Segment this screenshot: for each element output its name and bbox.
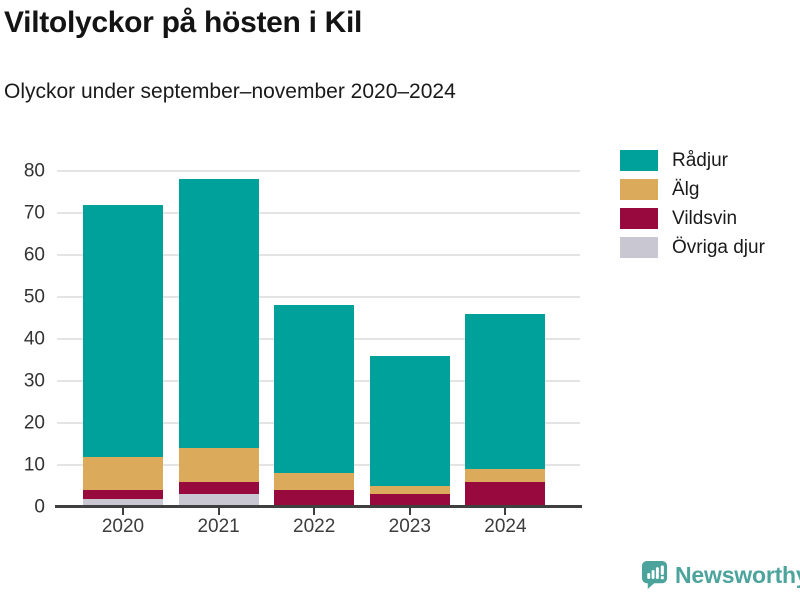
y-tick-label-0: 0 [34,496,45,518]
gridline-60 [57,254,580,256]
x-tick-label-2024: 2024 [484,516,527,537]
x-axis-tick-2022 [313,508,316,515]
y-tick-label-70: 70 [23,202,45,224]
bar-segment-alg-2024 [465,469,546,482]
y-tick-label-20: 20 [23,412,45,434]
bar-segment-radjur-2022 [274,305,355,474]
y-tick-label-30: 30 [23,370,45,392]
newsworthy-logo-icon [641,561,668,589]
plot-area [57,162,580,507]
bar-segment-vildsvin-2024 [465,481,546,507]
legend-swatch-alg [620,179,658,200]
x-tick-label-2022: 2022 [293,516,336,537]
y-tick-label-50: 50 [23,286,45,308]
x-tick-label-2023: 2023 [388,516,431,537]
x-axis-line [55,505,582,508]
y-tick-label-80: 80 [23,160,45,182]
chart-title: Viltolyckor på hösten i Kil [4,6,363,39]
legend-label-vildsvin: Vildsvin [672,207,738,229]
y-tick-label-60: 60 [23,244,45,266]
legend-item-vildsvin: Vildsvin [620,204,765,233]
bar-segment-radjur-2023 [369,355,450,486]
gridline-70 [57,212,580,214]
bar-2021 [178,162,259,507]
x-tick-label-2021: 2021 [197,516,240,537]
bar-segment-alg-2022 [274,473,355,491]
y-tick-label-10: 10 [23,454,45,476]
bar-segment-vildsvin-2021 [178,481,259,495]
bar-2024 [465,162,546,507]
legend-label-alg: Älg [672,178,700,200]
bar-segment-alg-2023 [369,486,450,495]
bar-segment-vildsvin-2023 [369,494,450,507]
legend: Rådjur Älg Vildsvin Övriga djur [620,146,765,262]
bar-segment-radjur-2020 [83,204,163,457]
legend-swatch-ovriga-djur [620,237,658,258]
bar-segment-ovriga-djur-2021 [178,494,259,507]
brand-name: Newsworthy [675,561,800,588]
bar-segment-ovriga-djur-2020 [83,498,163,507]
bar-2023 [369,162,450,507]
bar-segment-alg-2021 [178,448,259,482]
bar-segment-radjur-2021 [178,179,259,449]
bar-2020 [83,162,163,507]
legend-item-alg: Älg [620,175,765,204]
gridline-80 [57,170,580,172]
y-axis-labels: 0 10 20 30 40 50 60 70 80 [0,160,45,517]
x-axis-tick-2023 [408,508,411,515]
x-axis-tick-2020 [122,508,124,515]
legend-label-ovriga-djur: Övriga djur [672,236,765,258]
legend-item-radjur: Rådjur [620,146,765,175]
legend-swatch-radjur [620,150,658,171]
y-tick-label-40: 40 [23,328,45,350]
bar-segment-vildsvin-2020 [83,490,163,499]
x-axis-tick-2024 [504,508,507,515]
brand-footer: Newsworthy [641,560,800,590]
bar-segment-alg-2020 [83,456,163,491]
chart-subtitle: Olyckor under september–november 2020–20… [4,80,456,103]
x-tick-label-2020: 2020 [101,516,145,537]
x-axis-tick-2021 [217,508,220,515]
legend-label-radjur: Rådjur [672,149,728,171]
legend-swatch-vildsvin [620,208,658,229]
legend-item-ovriga-djur: Övriga djur [620,233,765,262]
gridline-50 [57,296,580,298]
bar-segment-radjur-2024 [465,313,546,470]
bar-segment-vildsvin-2022 [274,490,355,507]
bar-2022 [274,162,355,507]
